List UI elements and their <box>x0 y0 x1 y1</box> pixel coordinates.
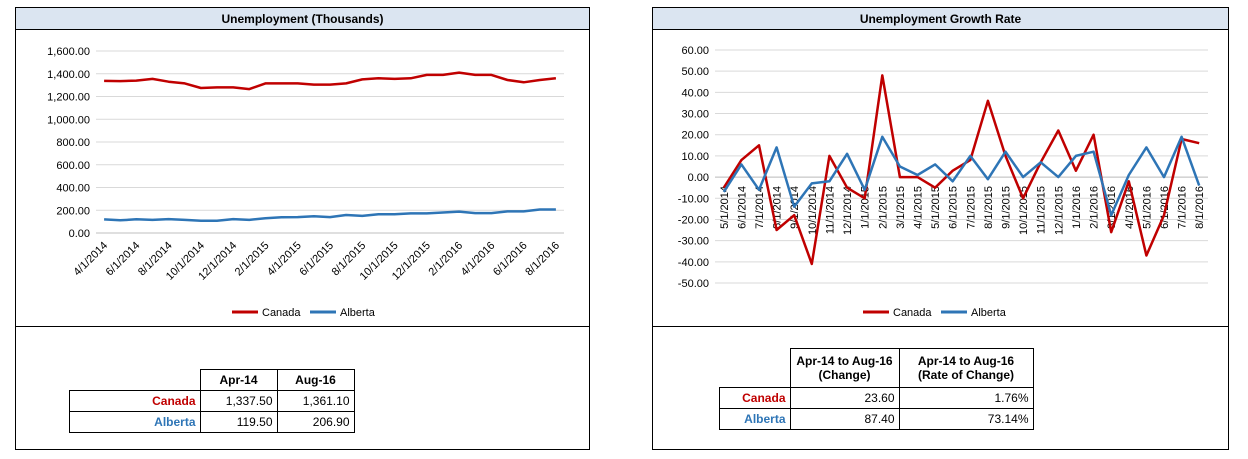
x-tick-label: 2/1/2016 <box>1089 186 1101 229</box>
y-tick-label: 400.00 <box>56 183 90 195</box>
column-header-line2: (Change) <box>818 368 871 382</box>
table-header-row: Apr-14 Aug-16 <box>70 369 355 391</box>
x-tick-label: 11/1/2015 <box>1036 186 1048 234</box>
x-tick-label: 8/1/2016 <box>523 240 562 279</box>
x-tick-label: 6/1/2014 <box>736 186 748 229</box>
y-tick-label: 1,400.00 <box>47 69 90 81</box>
series-line-canada <box>722 74 1200 266</box>
x-tick-label: 4/1/2015 <box>265 240 304 279</box>
legend-label-alberta: Alberta <box>971 307 1007 319</box>
table-cell: 1,361.10 <box>276 390 355 412</box>
table-cell: 1,337.50 <box>199 390 278 412</box>
unemployment-table-panel: Apr-14 Aug-16 Canada 1,337.50 1,361.10 A… <box>15 326 590 450</box>
x-tick-label: 11/1/2014 <box>824 186 836 234</box>
table-row: Alberta 87.40 73.14% <box>719 408 1034 430</box>
y-tick-label: -20.00 <box>678 214 709 226</box>
column-header: Apr-14 to Aug-16 (Rate of Change) <box>898 348 1034 388</box>
growth-rate-chart-panel: Unemployment Growth Rate -50.00 -40.00 -30… <box>652 7 1229 327</box>
unemployment-chart-panel: Unemployment (Thousands) 0.00 200.00 400.0… <box>15 7 590 327</box>
x-tick-label: 12/1/2015 <box>1053 186 1065 235</box>
x-tick-label: 10/1/2015 <box>1018 186 1030 235</box>
y-tick-label: 800.00 <box>56 137 90 149</box>
legend-label-alberta: Alberta <box>340 307 376 319</box>
x-tick-label: 6/1/2015 <box>948 186 960 229</box>
y-tick-label: 40.00 <box>681 87 709 99</box>
x-tick-label: 4/1/2015 <box>912 186 924 229</box>
x-tick-label: 8/1/2015 <box>983 186 995 229</box>
y-tick-label: 50.00 <box>681 66 709 78</box>
table-cell: 73.14% <box>898 408 1034 430</box>
row-label-alberta: Alberta <box>719 408 791 430</box>
chart-title: Unemployment (Thousands) <box>16 8 589 30</box>
y-tick-label: 60.00 <box>681 45 709 57</box>
x-tick-label: 7/1/2014 <box>754 186 766 229</box>
column-header: Apr-14 to Aug-16 (Change) <box>789 348 900 388</box>
x-tick-label: 2/1/2016 <box>426 240 465 279</box>
column-header-line1: Apr-14 to Aug-16 <box>796 354 893 368</box>
column-header: Aug-16 <box>276 369 355 391</box>
y-tick-label: 200.00 <box>56 205 90 217</box>
x-tick-label: 5/1/2015 <box>930 186 942 229</box>
column-header: Apr-14 <box>199 369 278 391</box>
x-tick-label: 7/1/2015 <box>965 186 977 229</box>
column-header-line2: (Rate of Change) <box>918 368 1014 382</box>
x-tick-label: 2/1/2015 <box>233 240 272 279</box>
growth-rate-chart: -50.00 -40.00 -30.00 -20.00 -10.00 0.00 10.00 2… <box>678 45 1208 319</box>
y-tick-label: -50.00 <box>678 278 709 290</box>
table-cell: 119.50 <box>199 411 278 433</box>
y-tick-label: 30.00 <box>681 109 709 121</box>
x-tick-label: 6/1/2014 <box>104 240 143 279</box>
y-tick-label: 20.00 <box>681 130 709 142</box>
unemployment-chart: 0.00 200.00 400.00 600.00 800.00 1,000.00 1,20… <box>47 46 564 319</box>
x-tick-label: 8/1/2014 <box>772 186 784 229</box>
x-tick-label: 4/1/2014 <box>71 240 110 279</box>
x-tick-label: 5/1/2014 <box>719 186 731 229</box>
series-line-alberta <box>104 208 556 222</box>
y-tick-label: 0.00 <box>69 228 90 240</box>
x-tick-label: 7/1/2016 <box>1177 186 1189 229</box>
x-tick-label: 4/1/2016 <box>459 240 498 279</box>
x-tick-label: 12/1/2014 <box>842 186 854 235</box>
x-tick-label: 9/1/2015 <box>1001 186 1013 229</box>
table-row: Canada 23.60 1.76% <box>719 387 1034 409</box>
row-label-alberta: Alberta <box>69 411 201 433</box>
row-label-canada: Canada <box>719 387 791 409</box>
growth-table-panel: Apr-14 to Aug-16 (Change) Apr-14 to Aug-… <box>652 326 1229 450</box>
y-tick-label: 1,200.00 <box>47 92 90 104</box>
x-tick-label: 10/1/2014 <box>807 186 819 235</box>
x-tick-label: 2/1/2015 <box>877 186 889 229</box>
chart-title: Unemployment Growth Rate <box>653 8 1228 30</box>
table-cell: 206.90 <box>276 411 355 433</box>
table-cell: 87.40 <box>789 408 900 430</box>
y-tick-label: 0.00 <box>688 172 709 184</box>
y-tick-label: -30.00 <box>678 236 709 248</box>
table-row: Canada 1,337.50 1,361.10 <box>69 390 355 412</box>
unemployment-table: Apr-14 Aug-16 Canada 1,337.50 1,361.10 A… <box>69 369 355 433</box>
x-tick-label: 5/1/2016 <box>1141 186 1153 229</box>
y-tick-label: 600.00 <box>56 160 90 172</box>
y-tick-label: 10.00 <box>681 151 709 163</box>
growth-table: Apr-14 to Aug-16 (Change) Apr-14 to Aug-… <box>719 348 1034 430</box>
column-header-line1: Apr-14 to Aug-16 <box>917 354 1015 368</box>
x-tick-label: 6/1/2016 <box>491 240 530 279</box>
table-row: Alberta 119.50 206.90 <box>69 411 355 433</box>
x-tick-label: 8/1/2016 <box>1194 186 1206 229</box>
legend-label-canada: Canada <box>262 307 301 319</box>
x-tick-label: 6/1/2015 <box>297 240 336 279</box>
series-line-alberta <box>722 135 1201 217</box>
y-tick-label: -40.00 <box>678 257 709 269</box>
y-tick-label: 1,600.00 <box>47 46 90 58</box>
y-tick-label: 1,000.00 <box>47 114 90 126</box>
legend-label-canada: Canada <box>893 307 932 319</box>
table-cell: 1.76% <box>898 387 1034 409</box>
table-cell: 23.60 <box>789 387 900 409</box>
table-header-row: Apr-14 to Aug-16 (Change) Apr-14 to Aug-… <box>720 348 1034 388</box>
x-tick-label: 1/1/2016 <box>1071 186 1083 229</box>
series-line-canada <box>104 71 557 91</box>
y-tick-label: -10.00 <box>678 193 709 205</box>
x-tick-label: 3/1/2015 <box>895 186 907 229</box>
row-label-canada: Canada <box>69 390 201 412</box>
